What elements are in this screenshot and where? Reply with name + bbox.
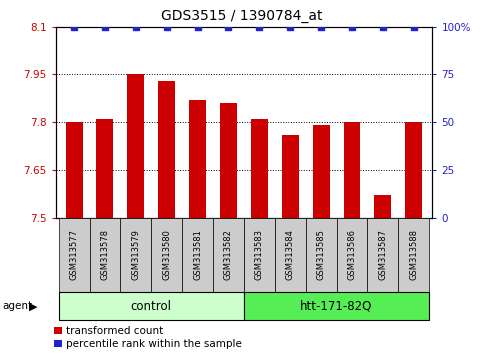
Text: GSM313577: GSM313577 (70, 229, 79, 280)
FancyBboxPatch shape (244, 218, 275, 292)
FancyBboxPatch shape (182, 218, 213, 292)
Bar (189, 100, 206, 218)
FancyBboxPatch shape (213, 218, 244, 292)
Legend: transformed count, percentile rank within the sample: transformed count, percentile rank withi… (54, 326, 242, 349)
FancyBboxPatch shape (275, 218, 306, 292)
Bar (374, 195, 391, 218)
FancyBboxPatch shape (151, 218, 182, 292)
Text: GSM313584: GSM313584 (286, 229, 295, 280)
Text: GDS3515 / 1390784_at: GDS3515 / 1390784_at (161, 9, 322, 23)
Text: GSM313579: GSM313579 (131, 229, 141, 280)
Text: GSM313582: GSM313582 (224, 229, 233, 280)
Text: control: control (131, 300, 172, 313)
Bar (220, 103, 237, 218)
Bar (251, 119, 268, 218)
Bar (158, 81, 175, 218)
Bar (66, 122, 83, 218)
Text: GSM313578: GSM313578 (100, 229, 110, 280)
Text: GSM313585: GSM313585 (317, 229, 326, 280)
Text: GSM313580: GSM313580 (162, 229, 171, 280)
FancyBboxPatch shape (368, 218, 398, 292)
FancyBboxPatch shape (89, 218, 120, 292)
Text: GSM313583: GSM313583 (255, 229, 264, 280)
Bar (313, 125, 329, 218)
Bar (282, 135, 298, 218)
Text: GSM313586: GSM313586 (347, 229, 356, 280)
FancyBboxPatch shape (306, 218, 337, 292)
Bar (343, 122, 360, 218)
Bar (97, 119, 114, 218)
Text: GSM313587: GSM313587 (378, 229, 387, 280)
FancyBboxPatch shape (120, 218, 151, 292)
FancyBboxPatch shape (337, 218, 368, 292)
Text: GSM313588: GSM313588 (409, 229, 418, 280)
FancyBboxPatch shape (398, 218, 429, 292)
Text: agent: agent (2, 301, 32, 311)
Text: GSM313581: GSM313581 (193, 229, 202, 280)
FancyBboxPatch shape (244, 292, 429, 320)
FancyBboxPatch shape (58, 292, 244, 320)
FancyBboxPatch shape (58, 218, 89, 292)
Text: ▶: ▶ (28, 301, 37, 311)
Bar (405, 122, 422, 218)
Bar (128, 74, 144, 218)
Text: htt-171-82Q: htt-171-82Q (300, 300, 373, 313)
